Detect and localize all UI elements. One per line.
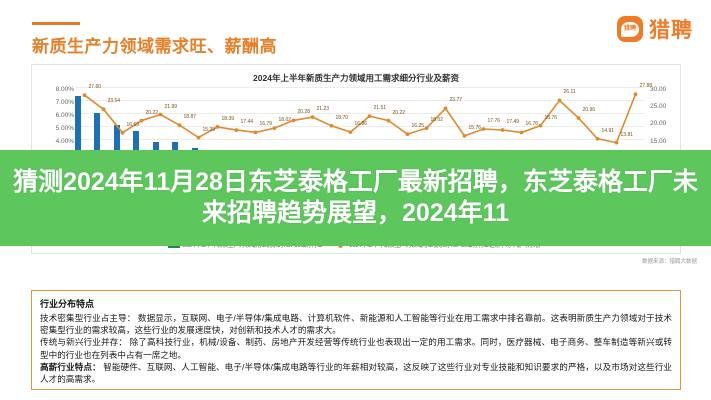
line-point-label: 15.29	[202, 126, 216, 133]
line-point-label: 13.81	[620, 131, 634, 138]
line-point-label: 16.69	[126, 121, 140, 128]
page-title: 新质生产力领域需求旺、薪酬高	[32, 37, 277, 56]
line-point-label: 17.44	[240, 119, 254, 126]
y-axis-left-tick: 4.00%	[55, 137, 74, 145]
line-point-label: 16.76	[525, 121, 539, 128]
line-point-label: 20.96	[582, 107, 596, 114]
line-point-label: 17.76	[487, 118, 501, 125]
line-point-label: 16.79	[259, 121, 273, 128]
line-point-label: 18.02	[278, 117, 292, 124]
y-axis-right-tick: 20.00	[650, 120, 667, 128]
overlay-title: 猜测2024年11月28日东芝泰格工厂最新招聘，东芝泰格工厂未来招聘趋势展望，2…	[13, 167, 698, 227]
header-rule	[32, 22, 80, 25]
line-point-label: 26.11	[563, 89, 576, 96]
y-axis-left-tick: 8.00%	[55, 86, 74, 93]
liepin-bubble-icon: 猎聘	[617, 16, 643, 42]
note-paragraph-1: 技术密集型行业占主导： 数据显示，互联网、电子/半导体/集成电路、计算机软件、新…	[40, 313, 672, 336]
brand-name: 猎聘	[649, 19, 693, 42]
line-chart-svg	[82, 92, 638, 145]
legend-line-label: 2024年上半年新质生产力领域用工需求的TOP30细分行业近期平均年薪（万元）	[349, 243, 545, 249]
line-point-label: 20.22	[392, 109, 406, 116]
y-axis-left-tick: 6.00%	[55, 111, 74, 119]
line-point-label: 21.51	[373, 105, 387, 112]
chart-gridline	[75, 112, 645, 114]
line-point-label: 18.39	[221, 115, 235, 122]
line-point-label: 16.86	[354, 121, 368, 128]
brand-logo: 猎聘 猎聘	[617, 14, 693, 44]
line-point-label: 18.02	[430, 117, 444, 124]
line-point-label: 27.88	[639, 83, 653, 90]
brand-mark-text: 猎聘	[621, 21, 639, 37]
line-point-label: 23.77	[449, 97, 463, 104]
legend-bar-label: 2024年上半年新质生产力领域用工需求的TOP30细分行业	[182, 243, 323, 249]
y-axis-left-tick: 7.00%	[55, 98, 74, 106]
chart-gridline	[75, 125, 645, 127]
chart-gridline	[75, 99, 645, 101]
line-point-label: 27.60	[88, 84, 102, 91]
data-source-note: 数据来源：猎聘大数据	[641, 259, 697, 265]
note-paragraph-3-lead: 高薪行业特点：	[40, 361, 101, 372]
line-point-label: 20.28	[297, 109, 311, 116]
industry-analysis-box: 行业分布特点 技术密集型行业占主导： 数据显示，互联网、电子/半导体/集成电路、…	[31, 290, 681, 390]
line-point-label: 17.49	[506, 118, 520, 125]
page-header: 新质生产力领域需求旺、薪酬高 猎聘 猎聘	[0, 0, 711, 62]
chart-gridline	[75, 87, 645, 88]
chart-title: 2024年上半年新质生产力领域用工需求细分行业及薪资	[253, 73, 459, 83]
y-axis-right-tick: 25.00	[650, 103, 667, 111]
note-heading: 行业分布特点	[40, 299, 95, 309]
line-point-label: 14.91	[601, 127, 615, 134]
y-axis-right-tick: 30.00	[650, 86, 667, 93]
line-point-label: 18.76	[544, 114, 558, 121]
line-point-label: 20.22	[145, 109, 159, 116]
y-axis-left-tick: 5.00%	[55, 124, 74, 132]
line-series: 27.60 23.54 16.69 20.22 21.99 18.87 15.29 18.39…	[75, 84, 652, 190]
line-point-label: 18.70	[335, 114, 349, 121]
chart-bar	[75, 96, 81, 190]
note-paragraph-2: 传统与新兴行业并存： 除了高科技行业，机械/设备、制药、房地产开发经营等传统行业…	[40, 337, 672, 360]
line-point-label: 21.23	[316, 106, 330, 113]
chart-gridline	[75, 138, 645, 140]
note-paragraph-3: 高薪行业特点： 智能硬件、互联网、人工智能、电子/半导体/集成电路等行业的年薪相…	[40, 361, 672, 385]
y-axis-right-tick: 15.00	[650, 137, 667, 145]
line-point-label: 16.25	[411, 123, 425, 130]
note-paragraph-3-body: 智能硬件、互联网、人工智能、电子/半导体/集成电路等行业的年薪相对较高，这反映了…	[40, 361, 672, 385]
line-point-label: 21.99	[164, 103, 178, 110]
overlay-banner: 猜测2024年11月28日东芝泰格工厂最新招聘，东芝泰格工厂未来招聘趋势展望，2…	[0, 150, 711, 246]
line-point-label: 15.76	[468, 124, 482, 131]
line-point-label: 18.87	[183, 114, 197, 121]
line-point-label: 23.54	[107, 98, 121, 105]
